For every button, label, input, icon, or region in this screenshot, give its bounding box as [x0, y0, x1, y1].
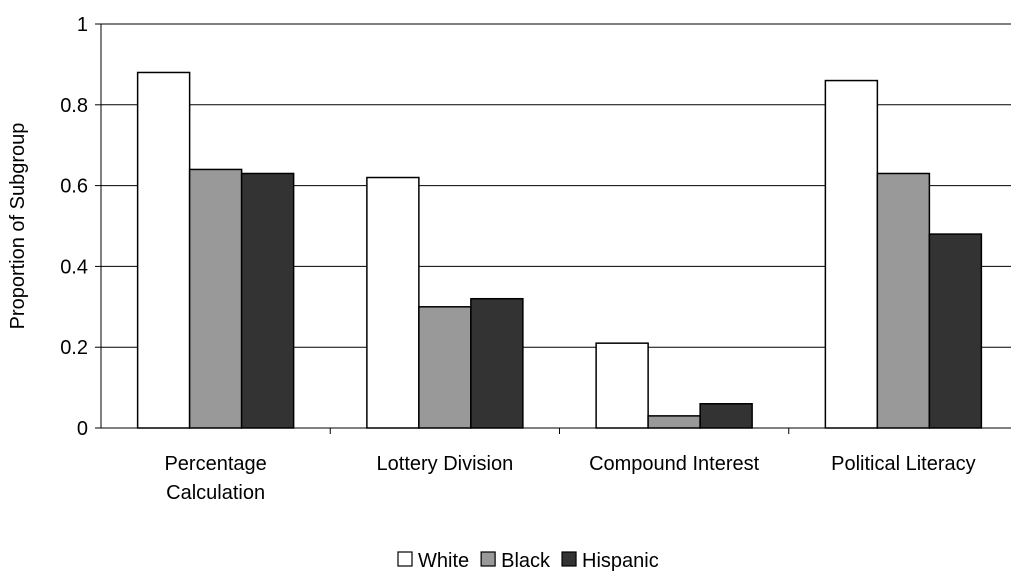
bar-white — [136, 71, 191, 429]
y-tick-label: 0 — [77, 418, 88, 440]
bar-hispanic — [928, 233, 983, 429]
legend-label: Black — [501, 550, 551, 572]
legend: White Black Hispanic — [397, 550, 659, 572]
y-tick-label: 1 — [77, 14, 88, 36]
legend-swatch — [397, 551, 413, 567]
bar-hispanic — [240, 172, 295, 429]
axis-labels: 0 0.2 0.4 0.6 0.8 1 Percentage Calculation Lotte… — [60, 14, 975, 504]
legend-item-hispanic: Hispanic — [561, 550, 659, 572]
bar-black — [876, 172, 931, 429]
legend-item-black: Black — [480, 550, 551, 572]
x-tick-label: Percentage — [164, 453, 266, 475]
y-tick-label: 0.8 — [60, 95, 88, 117]
y-axis-label: Proportion of Subgroup — [7, 123, 29, 330]
bar-hispanic — [699, 403, 753, 429]
x-tick-label: Compound Interest — [589, 453, 760, 475]
y-tick-label: 0.6 — [60, 176, 88, 198]
bar-black — [418, 306, 472, 429]
bars — [136, 71, 983, 429]
bar-hispanic — [470, 297, 524, 429]
bar-white — [824, 79, 879, 429]
y-tick-label: 0.4 — [60, 256, 88, 278]
legend-label: White — [418, 550, 469, 572]
legend-item-white: White — [397, 550, 469, 572]
y-tick-label: 0.2 — [60, 337, 88, 359]
x-tick-label: Lottery Division — [377, 453, 514, 475]
x-tick-label: Calculation — [166, 482, 265, 504]
legend-swatch — [561, 551, 577, 567]
legend-label: Hispanic — [582, 550, 659, 572]
bar-white — [595, 342, 649, 429]
bar-white — [366, 176, 420, 429]
bar-black — [188, 168, 243, 429]
bar-black — [647, 415, 701, 429]
legend-swatch — [480, 551, 496, 567]
axes — [95, 23, 1011, 434]
x-tick-label: Political Literacy — [831, 453, 976, 475]
